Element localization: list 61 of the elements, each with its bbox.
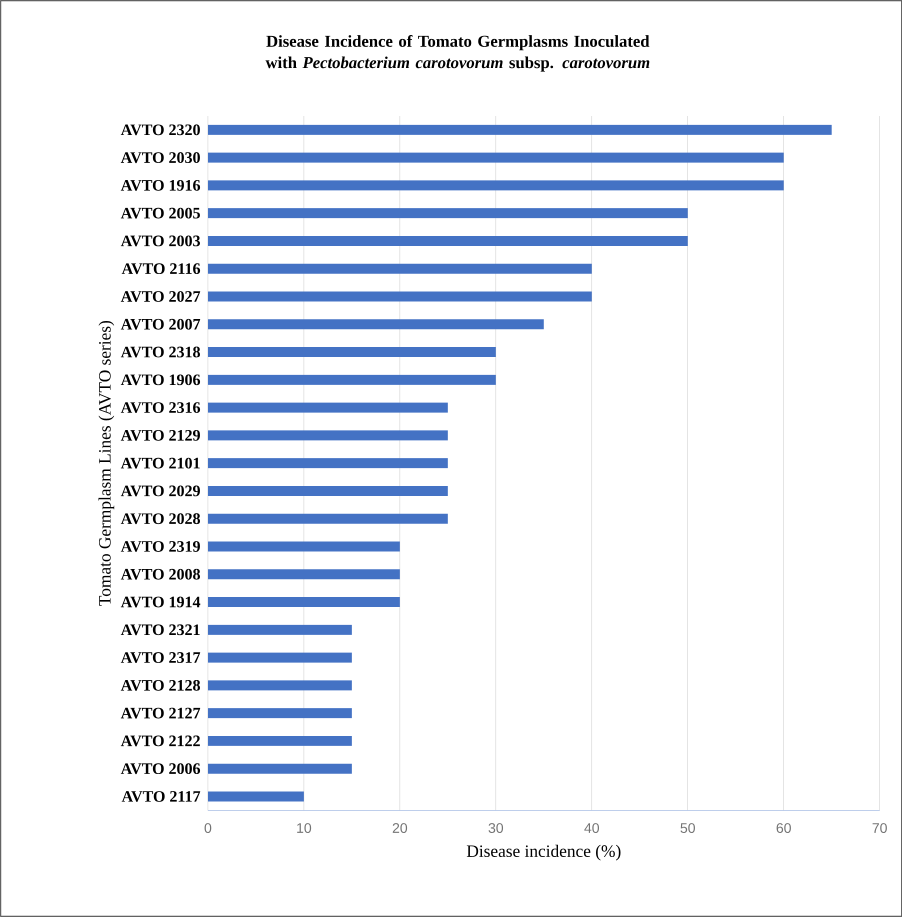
bar [208,236,688,246]
bar [208,680,352,690]
y-tick-label: AVTO 2117 [122,791,200,802]
bar [208,292,592,302]
y-axis-title: Tomato Germplasm Lines (AVTO series) [98,320,114,606]
x-tick-label: 60 [776,823,791,833]
bar [208,402,448,413]
bar [208,180,784,190]
y-tick-label: AVTO 2129 [120,430,200,441]
x-axis-title: Disease incidence (%) [466,844,620,861]
bar [208,764,352,774]
bar [208,791,304,802]
bar [208,542,400,552]
y-tick-label: AVTO 2116 [122,263,200,274]
bar [208,597,400,608]
y-tick-label: AVTO 2321 [120,624,200,636]
bar [208,347,496,358]
y-tick-label: AVTO 2127 [120,708,200,719]
x-tick-label: 20 [392,823,407,833]
y-tick-label: AVTO 2317 [120,652,200,664]
bar [208,708,352,718]
y-tick-label: AVTO 1916 [120,180,200,191]
bar [208,319,544,330]
y-tick-label: AVTO 2007 [120,318,200,330]
bar [208,208,688,218]
y-tick-label: AVTO 2318 [120,346,200,358]
y-tick-label: AVTO 2030 [120,152,200,164]
y-tick-label: AVTO 1906 [120,374,200,386]
y-tick-label: AVTO 2006 [120,763,200,774]
bar [208,124,832,135]
y-tick-label: AVTO 2320 [120,124,200,136]
y-tick-label: AVTO 2128 [120,680,200,691]
bar [208,430,448,440]
bar [208,264,592,274]
bar [208,458,448,468]
x-tick-label: 30 [488,823,503,833]
x-tick-label: 70 [872,823,887,833]
x-tick-label: 50 [680,823,695,833]
bar [208,514,448,524]
y-tick-label: AVTO 2008 [120,568,200,580]
y-tick-label: AVTO 2027 [120,291,200,302]
x-tick-label: 40 [584,823,599,833]
bar [208,569,400,580]
y-tick-label: AVTO 2028 [120,513,200,524]
y-tick-label: AVTO 2319 [120,541,200,552]
y-tick-label: AVTO 2005 [120,208,200,219]
x-tick-label: 0 [204,823,212,833]
bar [208,736,352,746]
bar [208,624,352,635]
bar [208,374,496,385]
chart-title: Disease Incidence of Tomato Germplasms Inoculated with Pectobacterium carotovorum subsp. carotovorum [265,35,650,72]
bar [208,652,352,663]
y-tick-label: AVTO 2029 [120,486,200,496]
bar [208,486,448,496]
y-tick-label: AVTO 2003 [120,236,200,246]
bar [208,152,784,163]
y-tick-label: AVTO 1914 [120,596,200,608]
y-tick-label: AVTO 2101 [120,458,200,469]
y-tick-label: AVTO 2316 [120,402,200,414]
y-tick-label: AVTO 2122 [120,736,200,746]
x-tick-label: 10 [297,823,311,833]
